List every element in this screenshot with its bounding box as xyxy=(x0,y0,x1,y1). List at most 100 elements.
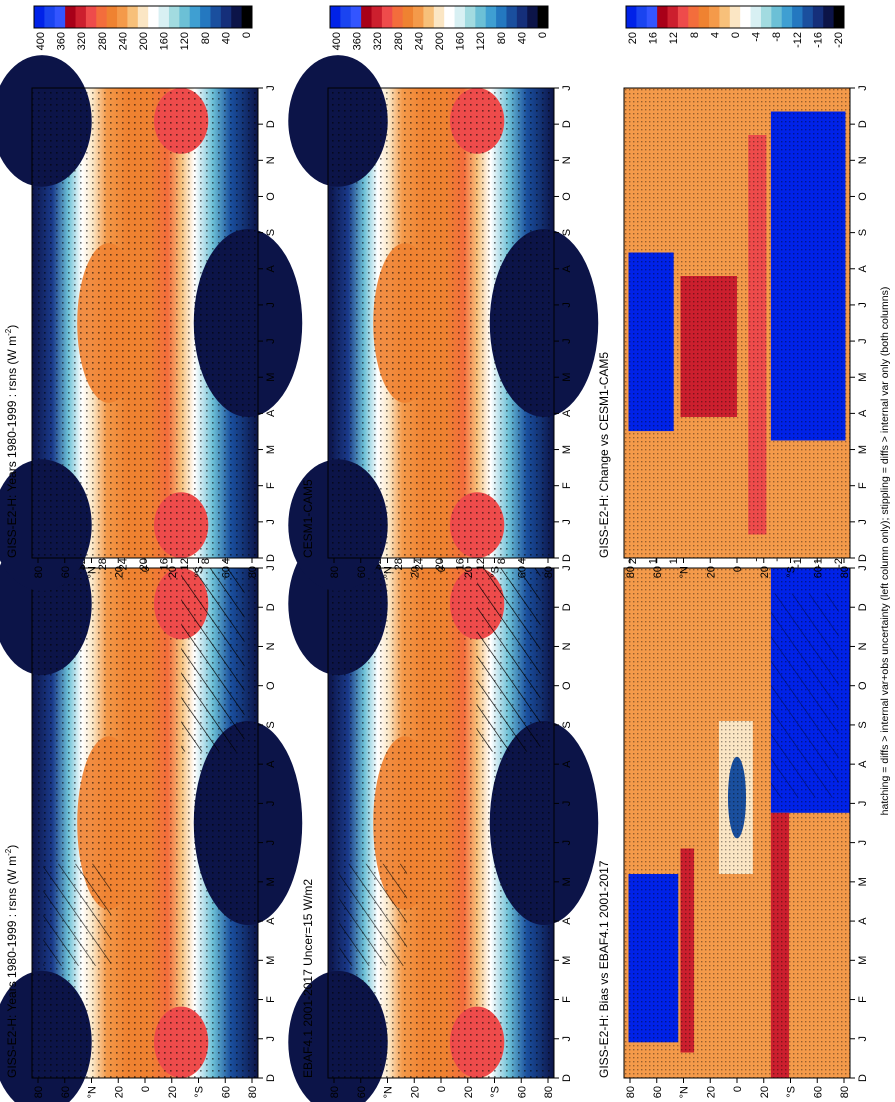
lat-tick-label: °S xyxy=(786,566,798,578)
month-tick-label: M xyxy=(857,445,869,454)
month-tick-label: J xyxy=(265,840,277,846)
colorbar-swatch xyxy=(168,6,180,28)
month-tick-label: A xyxy=(265,409,277,417)
colorbar-swatch xyxy=(54,6,66,28)
lat-tick-label: °S xyxy=(194,566,206,578)
month-tick-label: J xyxy=(857,85,869,91)
colorbar-swatch xyxy=(506,6,518,28)
month-tick-label: J xyxy=(265,85,277,91)
colorbar-swatch xyxy=(626,6,637,28)
colorbar-swatch xyxy=(402,6,414,28)
colorbar-swatch xyxy=(117,6,128,28)
lat-tick-label: 20 xyxy=(759,566,771,578)
colorbar-label: 80 xyxy=(200,32,212,44)
colorbar-swatch xyxy=(760,6,772,28)
lat-tick-label: 60 xyxy=(60,566,72,578)
month-tick-label: J xyxy=(857,801,869,807)
colorbar-swatch xyxy=(106,6,118,28)
colorbar-swatch xyxy=(475,6,487,28)
colorbar-swatch xyxy=(464,6,476,28)
month-tick-label: J xyxy=(561,519,573,525)
lat-tick-label: 0 xyxy=(732,1086,744,1092)
colorbar-frame xyxy=(329,5,549,29)
colorbar-swatch xyxy=(371,6,383,28)
lat-tick-label: 80 xyxy=(33,1086,45,1098)
colorbar-label: -4 xyxy=(751,32,763,42)
lat-tick-label: 20 xyxy=(705,566,717,578)
month-tick-label: A xyxy=(857,760,869,768)
colorbar-label: -16 xyxy=(812,32,824,48)
lat-tick-label: °S xyxy=(786,1086,798,1098)
colorbar-label: 120 xyxy=(475,32,487,50)
month-tick-label: J xyxy=(265,302,277,308)
lat-tick-label: 0 xyxy=(436,1086,448,1092)
colorbar-label: -12 xyxy=(792,32,804,48)
colorbar-label: 360 xyxy=(56,32,68,50)
month-tick-label: S xyxy=(857,721,869,728)
lat-tick-label: 0 xyxy=(140,566,152,572)
footnote: hatching = diffs > internal var+obs unce… xyxy=(879,287,891,816)
month-tick-label: D xyxy=(561,1074,573,1082)
hatching-p3 xyxy=(770,593,839,798)
lat-tick-label: 20 xyxy=(113,566,125,578)
colorbar-label: 120 xyxy=(179,32,191,50)
month-tick-label: S xyxy=(857,229,869,236)
colorbar-label: 360 xyxy=(352,32,364,50)
month-tick-label: A xyxy=(265,760,277,768)
colorbar-swatch xyxy=(688,6,700,28)
month-tick-label: S xyxy=(265,229,277,236)
lat-tick-label: 20 xyxy=(463,1086,475,1098)
panel-title-p3: GISS-E2-H: Bias vs EBAF4.1 2001-2017 xyxy=(597,860,611,1078)
hatching-p1 xyxy=(43,863,112,966)
colorbar-label: 4 xyxy=(709,32,721,38)
lat-tick-label: 20 xyxy=(463,566,475,578)
month-tick-label: D xyxy=(265,120,277,128)
colorbar-swatch xyxy=(527,6,539,28)
colorbar-label: 320 xyxy=(76,32,88,50)
month-tick-label: F xyxy=(265,996,277,1003)
month-tick-label: J xyxy=(265,801,277,807)
month-tick-label: A xyxy=(857,409,869,417)
colorbar-swatch xyxy=(657,6,669,28)
colorbar-label: 20 xyxy=(627,32,639,44)
panel-p3: 80 60 °N 20 0 20 °S 60 80DJFMAMJJASONDJGISS-E2-H… xyxy=(597,525,869,1098)
panel-title-p6: GISS-E2-H: Change vs CESM1-CAM5 xyxy=(597,352,611,558)
lat-tick-label: 60 xyxy=(60,1086,72,1098)
month-tick-label: N xyxy=(857,156,869,164)
month-tick-label: S xyxy=(265,721,277,728)
month-tick-label: M xyxy=(265,877,277,886)
colorbar-swatch xyxy=(75,6,87,28)
month-tick-label: F xyxy=(265,482,277,489)
colorbar-frame xyxy=(33,5,253,29)
month-tick-label: D xyxy=(561,120,573,128)
month-tick-label: F xyxy=(561,996,573,1003)
colorbar-swatch xyxy=(537,6,549,28)
lat-tick-label: 60 xyxy=(220,566,232,578)
month-tick-label: N xyxy=(265,156,277,164)
month-tick-label: A xyxy=(857,264,869,272)
colorbar-swatch xyxy=(350,6,362,28)
month-tick-label: J xyxy=(561,1036,573,1042)
month-tick-label: M xyxy=(561,445,573,454)
lat-tick-label: 0 xyxy=(732,566,744,572)
month-tick-label: D xyxy=(857,1074,869,1082)
colorbar-swatch xyxy=(189,6,201,28)
colorbar-swatch xyxy=(823,6,835,28)
colorbar-label: 40 xyxy=(516,32,528,44)
month-tick-label: J xyxy=(265,1036,277,1042)
colorbar-swatch xyxy=(740,6,752,28)
month-tick-label: J xyxy=(561,565,573,571)
lat-tick-label: 20 xyxy=(167,566,179,578)
panel-title-p5: CESM1-CAM5 xyxy=(301,479,315,558)
colorbar-label: 200 xyxy=(138,32,150,50)
colorbar-label: 16 xyxy=(648,32,660,44)
lat-tick-label: 80 xyxy=(625,1086,637,1098)
colorbar-swatch xyxy=(158,6,170,28)
month-tick-label: O xyxy=(265,192,277,201)
lat-tick-label: 80 xyxy=(247,566,259,578)
panel-title-p1: GISS-E2-H: Years 1980-1999 : rsns (W m-2… xyxy=(4,845,19,1078)
month-tick-label: M xyxy=(265,373,277,382)
month-tick-label: O xyxy=(561,192,573,201)
colorbar-swatch xyxy=(516,6,528,28)
colorbar-label: 160 xyxy=(455,32,467,50)
